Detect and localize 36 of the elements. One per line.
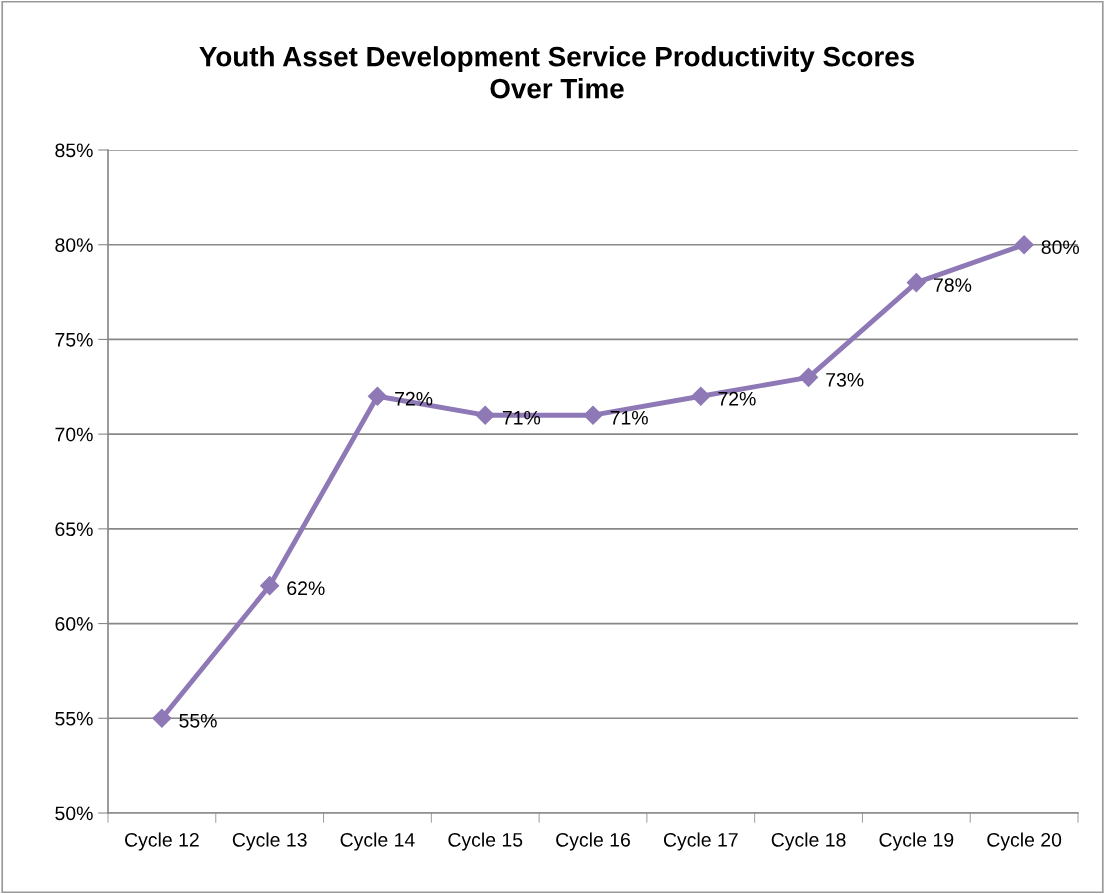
point xyxy=(260,576,280,596)
data-label: 71% xyxy=(610,410,648,425)
x-tick-label: Cycle 16 xyxy=(556,832,630,851)
x-tick-label: Cycle 20 xyxy=(987,832,1062,851)
point xyxy=(906,273,926,293)
x-tick-label: Cycle 19 xyxy=(879,832,954,851)
point xyxy=(583,405,603,425)
point xyxy=(1014,235,1034,255)
y-tick-label: 70% xyxy=(55,427,93,442)
x-tick-label: Cycle 12 xyxy=(125,832,199,851)
point xyxy=(152,708,172,728)
data-label: 73% xyxy=(826,372,864,387)
x-tick-label: Cycle 13 xyxy=(232,832,307,851)
data-label: 78% xyxy=(934,278,972,292)
y-tick-label: 85% xyxy=(55,143,93,158)
y-tick-label: 55% xyxy=(55,711,93,726)
x-tick-label: Cycle 15 xyxy=(448,832,523,851)
x-tick-label: Cycle 18 xyxy=(771,832,846,851)
point xyxy=(799,367,819,387)
data-label: 80% xyxy=(1041,240,1079,255)
data-label: 55% xyxy=(179,713,217,728)
point xyxy=(367,386,387,406)
data-label: 71% xyxy=(502,410,541,425)
point xyxy=(475,405,495,425)
y-tick-label: 80% xyxy=(55,238,93,252)
data-label: 62% xyxy=(287,581,325,596)
data-label: 72% xyxy=(718,391,756,406)
x-tick-label: Cycle 17 xyxy=(663,832,738,851)
y-tick-label: 60% xyxy=(55,617,93,631)
y-tick-label: 75% xyxy=(55,332,93,347)
chart-title: Youth Asset Development Service Productivity Scores Over Time xyxy=(199,46,915,99)
data-label: 72% xyxy=(395,391,433,406)
y-tick-label: 50% xyxy=(55,806,93,821)
point xyxy=(691,386,711,406)
x-tick-label: Cycle 14 xyxy=(340,832,415,851)
y-tick-label: 65% xyxy=(55,522,93,537)
